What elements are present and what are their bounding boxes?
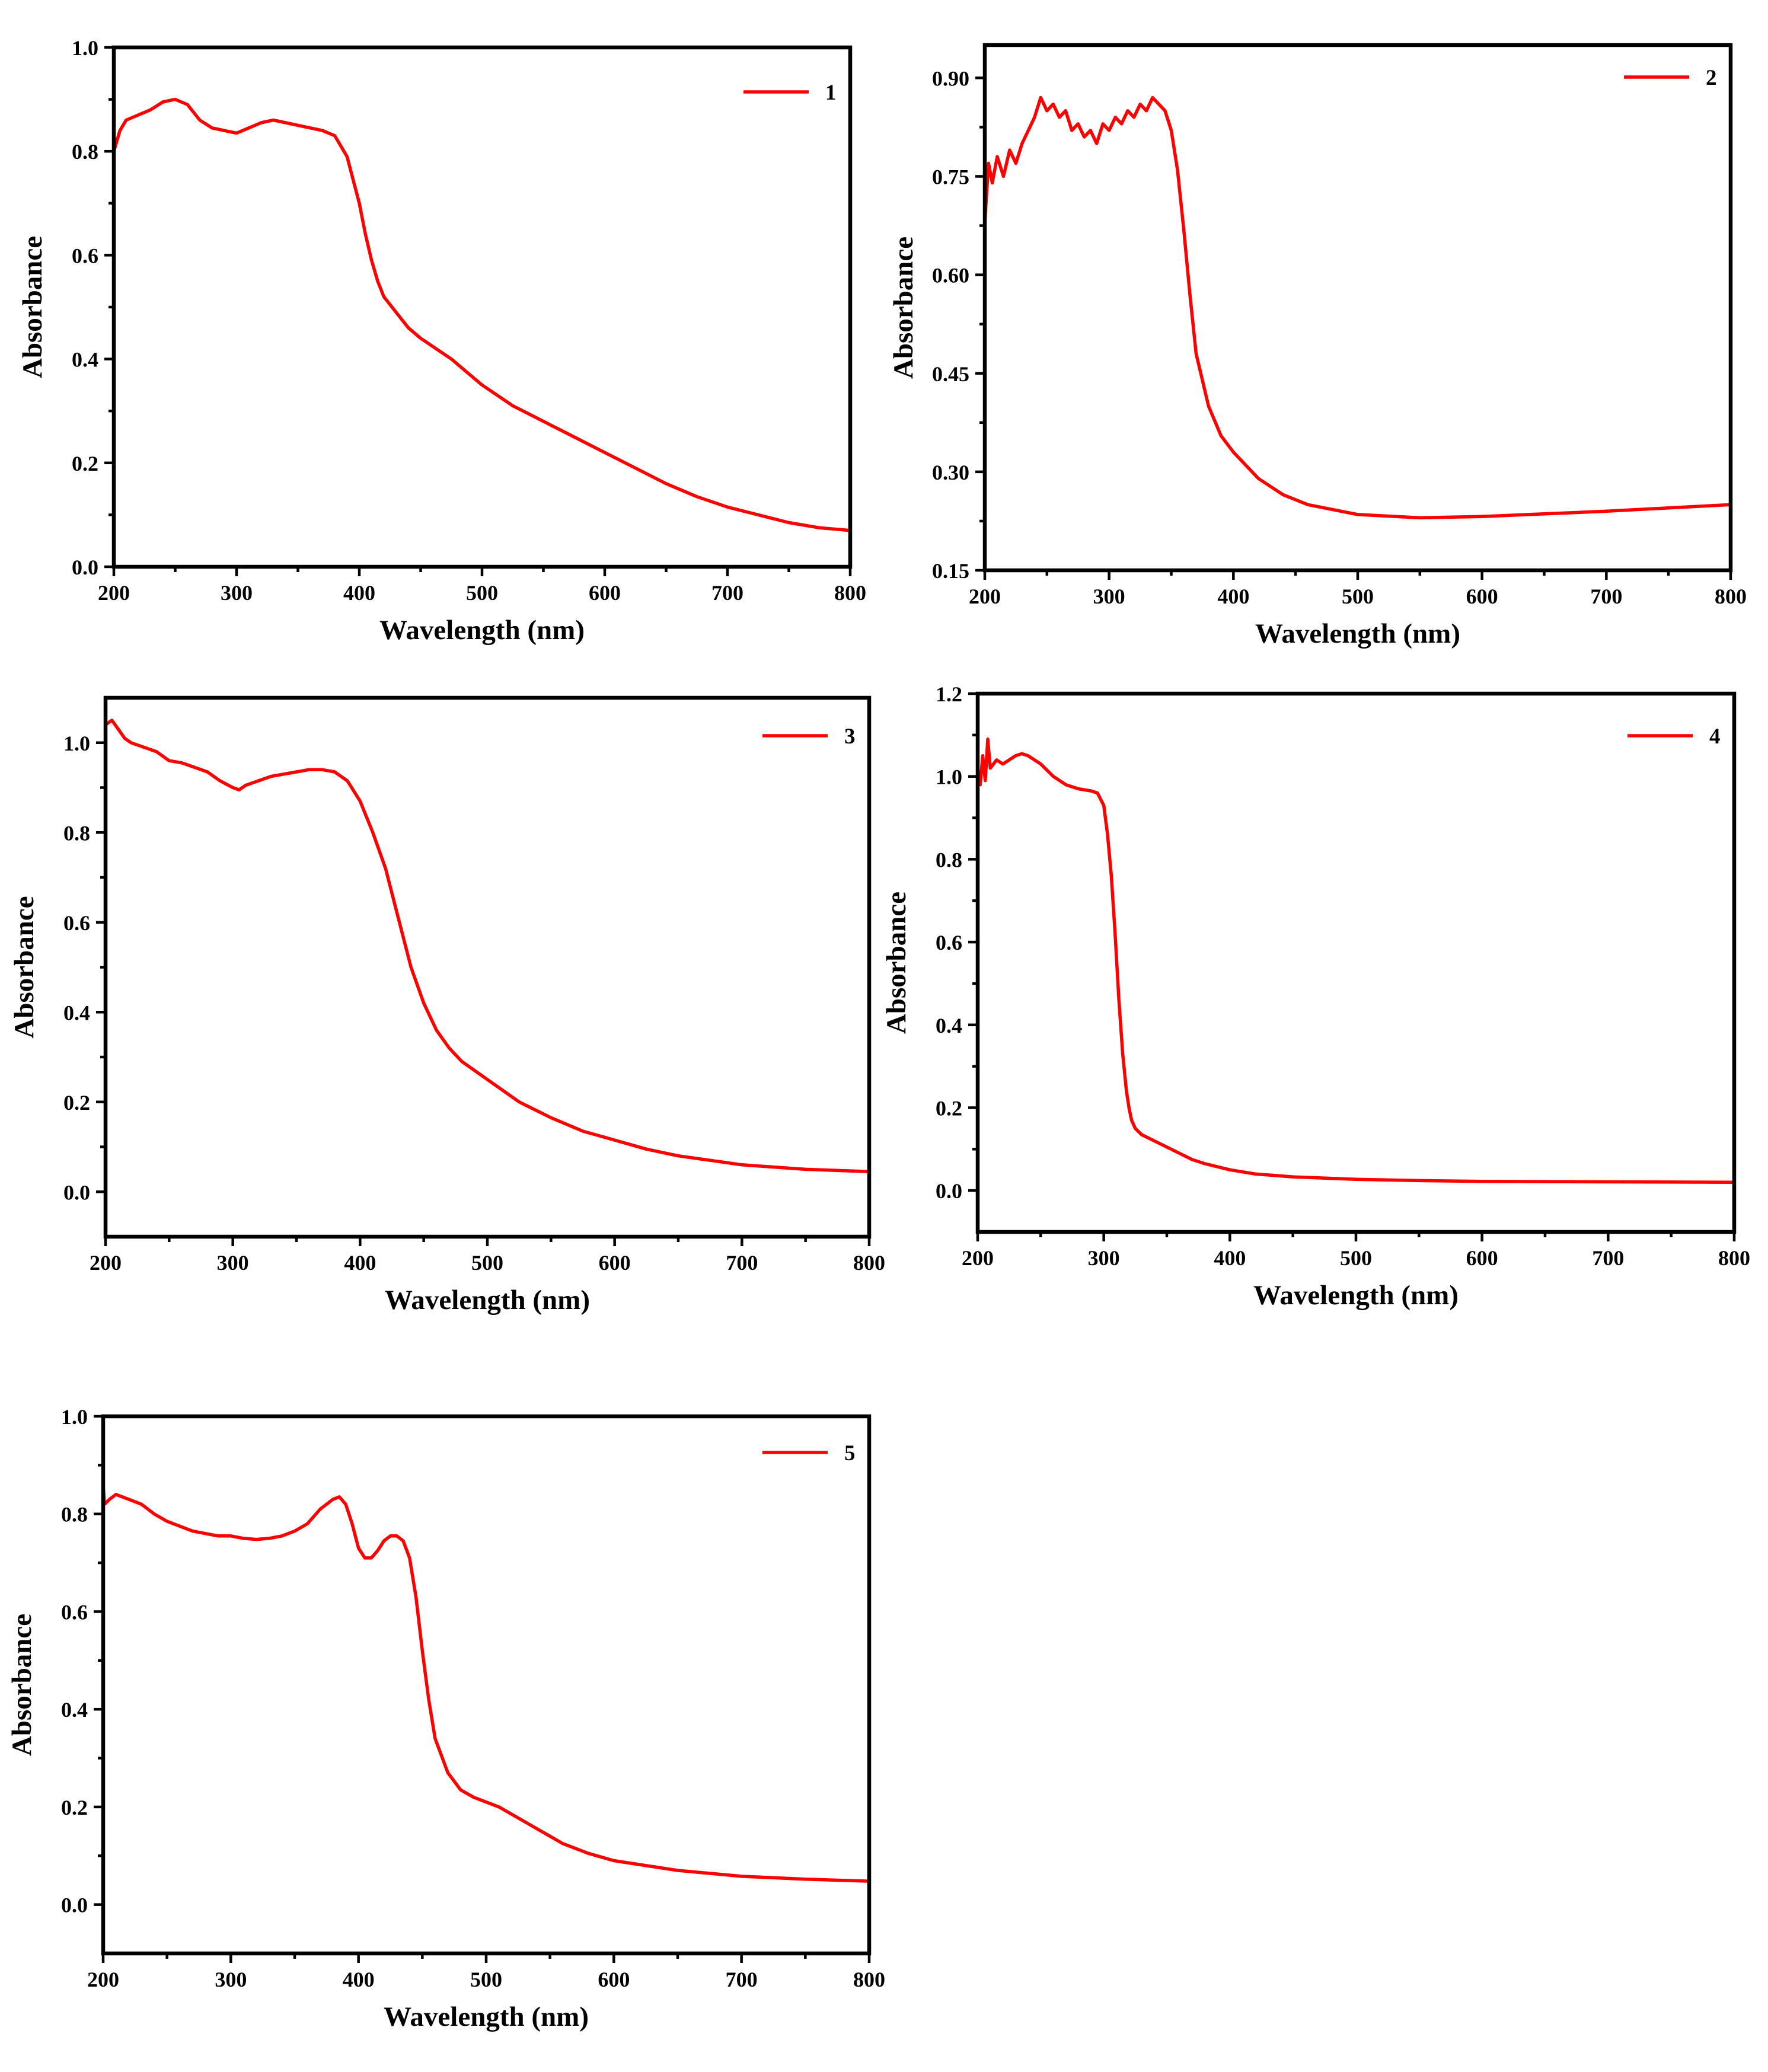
x-tick-label: 400 [1217,585,1249,608]
y-tick-label: 0.0 [61,1894,88,1917]
x-tick-label: 200 [969,585,1001,608]
chart-panel-5: 200 300 400 500 600 700 800 0.0 0.2 0.4 0.6 0.8 1.0 W… [7,1405,885,2032]
y-tick-label: 0.75 [932,165,969,189]
y-axis-title: Absorbance [9,896,40,1038]
y-tick-label: 0.8 [72,140,98,164]
y-tick-label: 1.2 [936,682,962,706]
x-tick-label: 800 [1715,585,1747,608]
legend-label: 1 [825,81,837,105]
series-line-4 [976,738,1736,1184]
x-tick-label: 500 [466,581,498,605]
plot-frame [982,43,1733,573]
y-tick-label: 0.4 [63,1001,90,1024]
y-tick-label: 0.8 [63,821,90,845]
x-tick-label: 800 [834,581,866,605]
x-tick-label: 500 [471,1251,503,1275]
x-axis-title: Wavelength (nm) [1255,618,1460,649]
x-axis-title: Wavelength (nm) [384,2001,589,2032]
y-tick-label: 0.0 [72,555,98,579]
x-tick-label: 300 [1088,1246,1120,1270]
y-tick-label: 0.8 [61,1503,88,1527]
y-tick-label: 1.0 [936,765,962,789]
x-tick-label: 500 [1342,585,1374,608]
x-tick-label: 700 [726,1251,758,1275]
y-tick-label: 0.45 [932,362,969,386]
y-tick-label: 0.2 [61,1796,88,1819]
x-tick-label: 500 [1340,1246,1372,1270]
y-tick-label: 0.6 [72,244,98,267]
legend-label: 4 [1709,724,1721,749]
x-tick-label: 400 [343,581,375,605]
y-tick-label: 0.6 [61,1600,88,1624]
y-tick-label: 1.0 [72,36,98,60]
series-line-5 [101,1483,871,1883]
x-tick-label: 500 [470,1968,502,1991]
series-line-1 [112,97,852,532]
y-tick-label: 0.30 [932,461,969,484]
y-tick-label: 0.0 [63,1180,90,1204]
y-axis-title: Absorbance [7,1614,37,1756]
x-tick-label: 700 [1592,1246,1624,1270]
x-tick-label: 400 [1214,1246,1246,1270]
chart-panel-2: 200 300 400 500 600 700 800 0.15 0.30 0.45 0.60 0.7… [888,43,1747,649]
y-tick-label: 0.60 [932,264,969,288]
chart-panel-1: 200 300 400 500 600 700 800 0.0 0.2 0.4 0.6 0.8 1.0 W… [17,36,866,646]
x-tick-label: 200 [90,1251,122,1275]
x-tick-label: 600 [589,581,621,605]
x-tick-label: 600 [1466,1246,1498,1270]
y-axis-title: Absorbance [881,892,912,1034]
x-tick-label: 200 [87,1968,119,1991]
plot-frame [101,1414,872,1956]
x-tick-label: 700 [711,581,743,605]
y-tick-label: 1.0 [61,1405,88,1429]
plot-frame [111,45,853,569]
y-tick-label: 0.15 [932,559,969,583]
x-tick-label: 600 [1466,585,1498,608]
x-axis-title: Wavelength (nm) [1253,1280,1459,1311]
x-tick-label: 600 [599,1251,631,1275]
x-tick-label: 700 [1590,585,1622,608]
x-tick-label: 800 [853,1251,885,1275]
y-tick-label: 0.8 [936,848,962,871]
x-tick-label: 300 [217,1251,249,1275]
x-tick-label: 600 [598,1968,630,1991]
x-tick-label: 800 [1718,1246,1750,1270]
y-tick-label: 0.6 [63,911,90,935]
x-tick-label: 700 [726,1968,758,1991]
y-tick-label: 0.2 [72,452,98,475]
x-tick-label: 200 [962,1246,994,1270]
plot-frame [975,691,1737,1234]
series-line-2 [983,95,1732,520]
y-axis-title: Absorbance [17,236,48,378]
x-tick-label: 800 [853,1968,885,1991]
y-axis-title: Absorbance [888,237,919,379]
x-tick-label: 300 [215,1968,247,1991]
series-line-3 [104,719,871,1173]
x-axis-title: Wavelength (nm) [379,615,585,646]
y-tick-label: 1.0 [63,732,90,755]
chart-panel-3: 200 300 400 500 600 700 800 0.0 0.2 0.4 0.6 0.8 1.0 W… [9,695,885,1316]
y-tick-label: 0.0 [936,1179,962,1203]
chart-panel-4: 200 300 400 500 600 700 800 0.0 0.2 0.4 0.6 0.8 1.0 1… [881,682,1750,1311]
x-tick-label: 300 [221,581,253,605]
plot-frame [103,695,872,1239]
y-tick-label: 0.4 [936,1014,962,1037]
legend-label: 5 [844,1441,856,1466]
legend-label: 2 [1706,66,1717,90]
x-tick-label: 400 [343,1968,375,1991]
y-tick-label: 0.4 [61,1698,88,1722]
y-tick-label: 0.2 [936,1096,962,1120]
y-tick-label: 0.2 [63,1091,90,1115]
y-tick-label: 0.6 [936,931,962,954]
x-tick-label: 400 [344,1251,376,1275]
x-axis-title: Wavelength (nm) [385,1285,590,1316]
x-tick-label: 300 [1093,585,1125,608]
legend-label: 3 [844,724,856,749]
y-tick-label: 0.90 [932,66,969,90]
x-tick-label: 200 [98,581,130,605]
y-tick-label: 0.4 [72,348,98,372]
